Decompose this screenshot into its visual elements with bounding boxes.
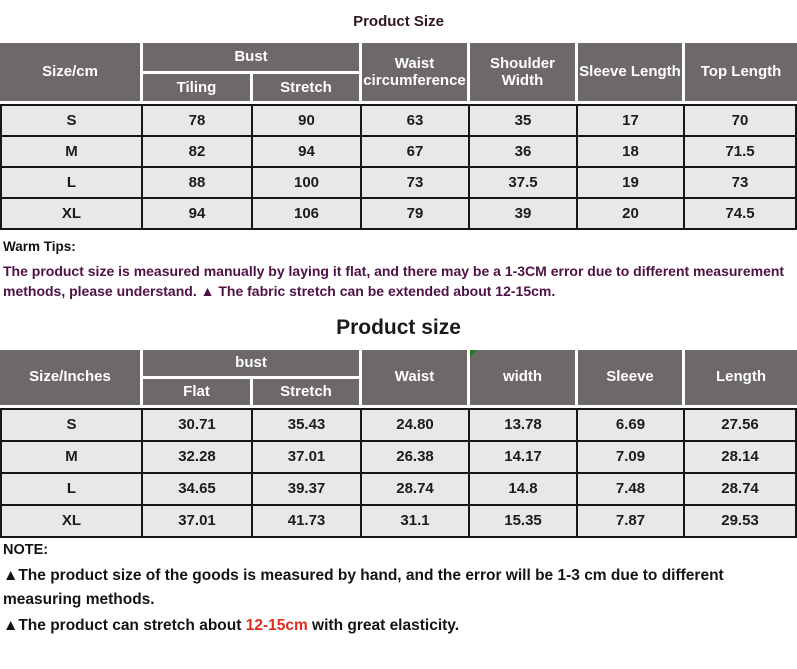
size-value-cell: 13.78: [470, 407, 579, 442]
size-label-cell: L: [0, 168, 143, 199]
size-label-cell: M: [0, 137, 143, 168]
size-value-cell: 26.38: [362, 441, 471, 474]
header-waist-circumference: Waist circumference: [362, 43, 470, 104]
table-row-m-inches: M 32.28 37.01 26.38 14.17 7.09 28.14: [0, 441, 797, 474]
size-value-cell: 39.37: [253, 473, 363, 506]
header-waist: Waist: [362, 349, 471, 408]
size-value-cell: 28.74: [362, 473, 471, 506]
size-value-cell: 94: [143, 199, 253, 230]
size-value-cell: 63: [362, 104, 470, 137]
table-row-xl-cm: XL 94 106 79 39 20 74.5: [0, 199, 797, 230]
header-sleeve: Sleeve: [578, 349, 686, 408]
header-length: Length: [685, 349, 797, 408]
size-value-cell: 36: [470, 137, 578, 168]
note-line-1: ▲The product size of the goods is measur…: [3, 566, 724, 608]
size-value-cell: 7.09: [578, 441, 686, 474]
header-stretch-cm: Stretch: [253, 74, 362, 104]
header-top-length: Top Length: [685, 43, 797, 104]
size-value-cell: 79: [362, 199, 470, 230]
size-value-cell: 6.69: [578, 407, 686, 442]
header-stretch-inches: Stretch: [253, 378, 363, 408]
size-value-cell: 28.74: [685, 473, 797, 506]
header-tiling: Tiling: [143, 74, 253, 104]
size-value-cell: 37.01: [253, 441, 363, 474]
page-title-inches: Product size: [336, 315, 461, 339]
header-shoulder-width: Shoulder Width: [470, 43, 578, 104]
size-value-cell: 19: [578, 168, 685, 199]
header-bust: Bust: [143, 43, 362, 74]
header-size-inches: Size/Inches: [0, 349, 143, 408]
size-value-cell: 27.56: [685, 407, 797, 442]
size-value-cell: 28.14: [685, 441, 797, 474]
header-flat: Flat: [143, 378, 253, 408]
header-width-label: width: [502, 368, 543, 386]
warm-tips-section: Warm Tips: The product size is measured …: [3, 239, 794, 302]
table-row-s-cm: S 78 90 63 35 17 70: [0, 104, 797, 137]
size-value-cell: 14.17: [470, 441, 579, 474]
cell-corner-marker-icon: [470, 349, 478, 357]
size-value-cell: 67: [362, 137, 470, 168]
size-value-cell: 20: [578, 199, 685, 230]
size-value-cell: 30.71: [143, 407, 253, 442]
size-value-cell: 17: [578, 104, 685, 137]
size-value-cell: 88: [143, 168, 253, 199]
size-value-cell: 37.5: [470, 168, 578, 199]
header-bust-inches: bust: [143, 349, 363, 379]
size-value-cell: 37.01: [143, 505, 253, 538]
note-line-2-suffix: with great elasticity.: [307, 616, 460, 634]
note-line-2: ▲The product can stretch about 12-15cm w…: [3, 614, 794, 638]
size-label-cell: L: [0, 473, 143, 506]
size-value-cell: 32.28: [143, 441, 253, 474]
size-label-cell: S: [0, 104, 143, 137]
size-label-cell: XL: [0, 505, 143, 538]
size-value-cell: 90: [253, 104, 362, 137]
page-title-cm: Product Size: [353, 13, 444, 30]
note-line-2-prefix: ▲The product can stretch about: [3, 616, 246, 634]
size-value-cell: 41.73: [253, 505, 363, 538]
size-value-cell: 7.48: [578, 473, 686, 506]
size-value-cell: 34.65: [143, 473, 253, 506]
size-label-cell: XL: [0, 199, 143, 230]
table-row-l-inches: L 34.65 39.37 28.74 14.8 7.48 28.74: [0, 473, 797, 506]
size-value-cell: 24.80: [362, 407, 471, 442]
size-value-cell: 14.8: [470, 473, 579, 506]
size-value-cell: 15.35: [470, 505, 579, 538]
size-value-cell: 35: [470, 104, 578, 137]
size-value-cell: 73: [362, 168, 470, 199]
size-table-cm-header: Size/cm Bust Waist circumference Shoulde…: [0, 43, 797, 104]
table-row-m-cm: M 82 94 67 36 18 71.5: [0, 137, 797, 168]
size-table-inches: Size/Inches bust Waist width Sleeve Leng…: [0, 349, 797, 538]
size-table-inches-header: Size/Inches bust Waist width Sleeve Leng…: [0, 349, 797, 408]
header-width: width: [470, 349, 579, 408]
size-value-cell: 7.87: [578, 505, 686, 538]
warm-tips-text: The product size is measured manually by…: [3, 263, 785, 300]
size-value-cell: 78: [143, 104, 253, 137]
size-value-cell: 39: [470, 199, 578, 230]
size-value-cell: 70: [685, 104, 797, 137]
note-section: NOTE: ▲The product size of the goods is …: [3, 542, 794, 638]
size-value-cell: 18: [578, 137, 685, 168]
size-value-cell: 74.5: [685, 199, 797, 230]
warm-tips-label: Warm Tips:: [3, 239, 76, 254]
note-highlight-red: 12-15cm: [245, 616, 308, 634]
size-value-cell: 106: [253, 199, 362, 230]
size-value-cell: 29.53: [685, 505, 797, 538]
size-value-cell: 82: [143, 137, 253, 168]
size-label-cell: M: [0, 441, 143, 474]
size-label-cell: S: [0, 407, 143, 442]
header-sleeve-length: Sleeve Length: [578, 43, 685, 104]
note-label: NOTE:: [3, 541, 49, 558]
table-row-l-cm: L 88 100 73 37.5 19 73: [0, 168, 797, 199]
size-value-cell: 71.5: [685, 137, 797, 168]
size-table-cm: Size/cm Bust Waist circumference Shoulde…: [0, 43, 797, 230]
size-value-cell: 100: [253, 168, 362, 199]
size-value-cell: 35.43: [253, 407, 363, 442]
table-row-xl-inches: XL 37.01 41.73 31.1 15.35 7.87 29.53: [0, 505, 797, 538]
size-value-cell: 73: [685, 168, 797, 199]
table-row-s-inches: S 30.71 35.43 24.80 13.78 6.69 27.56: [0, 407, 797, 442]
size-value-cell: 94: [253, 137, 362, 168]
size-value-cell: 31.1: [362, 505, 471, 538]
header-size-cm: Size/cm: [0, 43, 143, 104]
